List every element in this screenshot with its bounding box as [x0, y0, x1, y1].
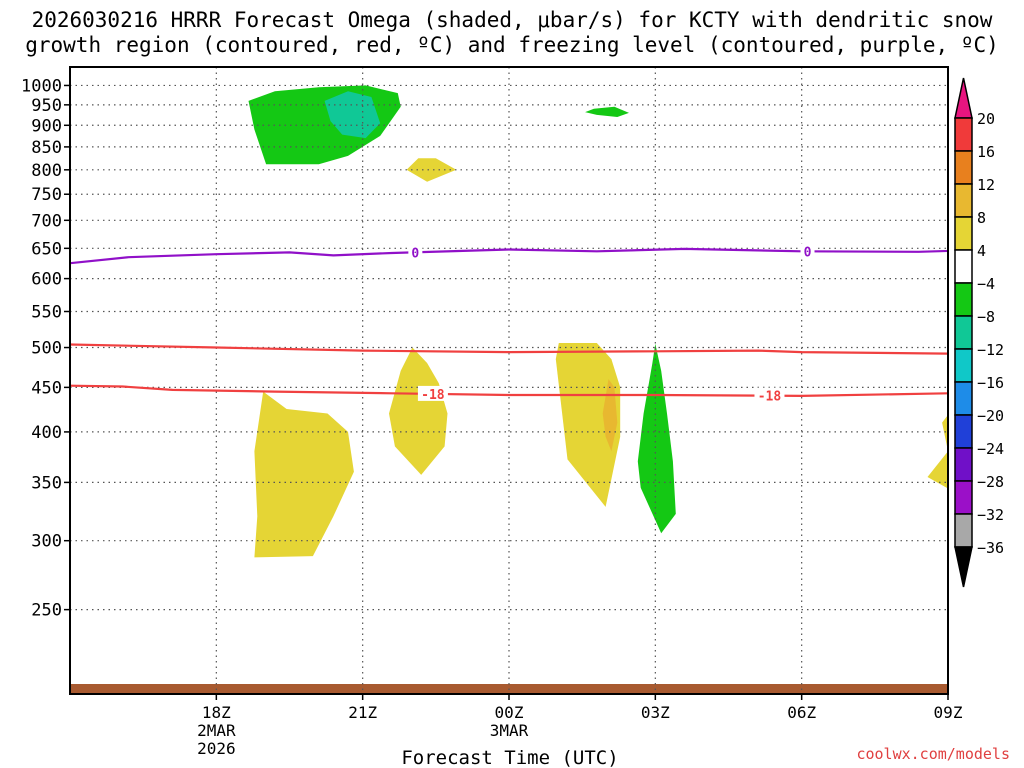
y-tick-label-500: 500	[31, 339, 62, 359]
contour-label-bg	[754, 387, 785, 403]
y-tick-label-850: 850	[31, 138, 62, 158]
colorbar-label-7: −8	[977, 308, 995, 326]
colorbar-label-3: 12	[977, 176, 995, 194]
colorbar-segment-4	[954, 216, 973, 251]
x-tick-label-0-1: 18Z	[202, 703, 231, 722]
x-tick-label-5-1: 21Z	[348, 703, 377, 722]
site-credit: coolwx.com/models	[856, 745, 1010, 763]
colorbar-segment-1	[954, 117, 973, 152]
colorbar-segment-10	[954, 414, 973, 449]
omega-region-2	[389, 347, 448, 475]
y-tick-label-600: 600	[31, 270, 62, 290]
colorbar-label-5: 4	[977, 242, 986, 260]
colorbar-segment-5	[954, 249, 973, 284]
y-tick-label-400: 400	[31, 423, 62, 443]
x-tick-label-10-2: 3MAR	[490, 721, 529, 740]
contour-line-0	[70, 247, 948, 265]
colorbar-segment-3	[954, 183, 973, 218]
colorbar-label-12: −28	[977, 473, 1004, 491]
y-tick-label-250: 250	[31, 601, 62, 621]
contour-label--18-1: -18	[421, 388, 445, 403]
contour-label-bg	[417, 385, 448, 401]
colorbar-segment-11	[954, 447, 973, 482]
y-tick-label-750: 750	[31, 185, 62, 205]
colorbar-label-6: −4	[977, 275, 995, 293]
x-tick-label-10-1: 00Z	[495, 703, 524, 722]
x-tick-label-15-1: 03Z	[641, 703, 670, 722]
colorbar-bottom-arrow	[954, 546, 973, 588]
colorbar-segment-7	[954, 315, 973, 350]
contour-label-0-1: 0	[411, 246, 419, 261]
contour-line--12	[70, 343, 948, 355]
colorbar-label-13: −32	[977, 506, 1004, 524]
title-line-1: 2026030216 HRRR Forecast Omega (shaded, …	[31, 8, 993, 32]
x-tick-label-20-1: 06Z	[787, 703, 816, 722]
omega-region-3	[555, 343, 621, 507]
title-line-2: growth region (contoured, red, ºC) and f…	[25, 33, 999, 57]
omega-region-6	[406, 158, 457, 182]
omega-region-1	[254, 391, 354, 558]
colorbar-segment-2	[954, 150, 973, 185]
colorbar-label-8: −12	[977, 341, 1004, 359]
colorbar-label-2: 16	[977, 143, 995, 161]
y-tick-label-1000: 1000	[21, 76, 62, 96]
omega-region-5	[927, 414, 948, 489]
colorbar-segment-12	[954, 480, 973, 515]
contour-label-bg	[800, 243, 815, 259]
colorbar-label-11: −24	[977, 440, 1004, 458]
y-tick-label-300: 300	[31, 532, 62, 552]
colorbar-label-14: −36	[977, 539, 1004, 557]
x-tick-label-25-1: 09Z	[934, 703, 963, 722]
colorbar-segment-9	[954, 381, 973, 416]
omega-region-9	[324, 91, 381, 139]
colorbar-segment-8	[954, 348, 973, 383]
contour-label--18-2: -18	[758, 390, 782, 405]
contour-label-0-2: 0	[804, 245, 812, 260]
contour-line--18	[70, 384, 948, 398]
colorbar-label-9: −16	[977, 374, 1004, 392]
contour-label-bg	[408, 244, 423, 260]
omega-region-7	[637, 343, 676, 534]
colorbar-label-4: 8	[977, 209, 986, 227]
x-tick-label-0-2: 2MAR	[197, 721, 236, 740]
colorbar-segment-13	[954, 513, 973, 548]
y-tick-label-550: 550	[31, 302, 62, 322]
colorbar-segment-6	[954, 282, 973, 317]
y-tick-label-800: 800	[31, 161, 62, 181]
y-tick-label-650: 650	[31, 239, 62, 259]
x-axis-title: Forecast Time (UTC)	[401, 747, 618, 768]
y-tick-label-950: 950	[31, 96, 62, 116]
chart-title: 2026030216 HRRR Forecast Omega (shaded, …	[0, 8, 1024, 58]
colorbar-label-1: 20	[977, 110, 995, 128]
omega-region-4	[602, 379, 618, 452]
y-tick-label-900: 900	[31, 116, 62, 136]
colorbar-label-10: −20	[977, 407, 1004, 425]
colorbar-top-arrow	[954, 77, 973, 119]
y-tick-label-350: 350	[31, 473, 62, 493]
y-tick-label-700: 700	[31, 211, 62, 231]
omega-region-10	[585, 106, 629, 117]
x-tick-label-0-3: 2026	[197, 739, 236, 758]
y-tick-label-450: 450	[31, 378, 62, 398]
